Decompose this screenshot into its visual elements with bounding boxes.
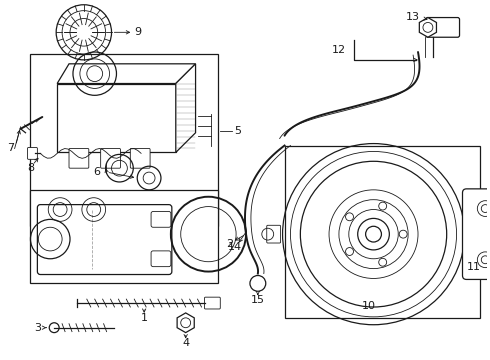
Text: 3: 3 (34, 323, 41, 333)
FancyBboxPatch shape (30, 190, 219, 283)
FancyBboxPatch shape (463, 189, 490, 279)
Polygon shape (419, 18, 437, 37)
FancyBboxPatch shape (130, 148, 150, 168)
Text: 2: 2 (226, 239, 234, 249)
FancyBboxPatch shape (151, 251, 171, 267)
FancyBboxPatch shape (37, 204, 172, 275)
FancyBboxPatch shape (426, 18, 460, 37)
Polygon shape (57, 64, 196, 84)
Text: 9: 9 (135, 27, 142, 37)
Text: 10: 10 (362, 301, 375, 311)
Text: 11: 11 (466, 262, 480, 272)
FancyBboxPatch shape (57, 84, 176, 152)
Text: 1: 1 (141, 313, 147, 323)
Text: 14: 14 (228, 242, 242, 252)
Text: 4: 4 (182, 338, 189, 348)
Circle shape (366, 226, 381, 242)
FancyBboxPatch shape (100, 148, 121, 168)
Polygon shape (176, 64, 196, 152)
Text: 7: 7 (7, 144, 14, 153)
Polygon shape (177, 313, 194, 333)
Text: 8: 8 (27, 163, 34, 173)
Text: 5: 5 (235, 126, 242, 136)
FancyBboxPatch shape (151, 212, 171, 227)
Text: 13: 13 (406, 12, 420, 22)
FancyBboxPatch shape (27, 148, 37, 159)
FancyBboxPatch shape (285, 145, 480, 318)
FancyBboxPatch shape (30, 54, 219, 226)
FancyBboxPatch shape (204, 297, 220, 309)
FancyBboxPatch shape (69, 148, 89, 168)
Text: 6: 6 (93, 167, 100, 177)
Text: 15: 15 (251, 295, 265, 305)
FancyBboxPatch shape (267, 225, 281, 243)
Text: 12: 12 (332, 45, 346, 55)
